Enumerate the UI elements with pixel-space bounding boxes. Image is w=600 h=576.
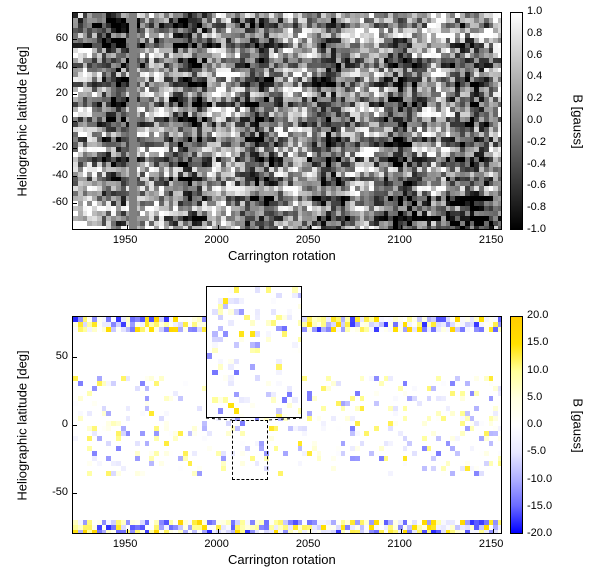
cbar-tick: 5.0 [527, 391, 542, 403]
top-ytick: 40 [56, 60, 68, 72]
cbar-tick: -0.2 [527, 136, 546, 148]
top-ytick: -20 [52, 141, 68, 153]
cbar-tick: 10.0 [527, 364, 548, 376]
cbar-tick: 0.8 [527, 27, 542, 39]
cbar-tick: -0.6 [527, 179, 546, 191]
cbar-tick: 15.0 [527, 336, 548, 348]
bot-xtick: 2100 [387, 538, 411, 550]
cbar-tick: -0.8 [527, 201, 546, 213]
cbar-tick: -5.0 [527, 445, 546, 457]
cbar-tick: 0.6 [527, 49, 542, 61]
cbar-tick: 1.0 [527, 5, 542, 17]
top-xtick: 2050 [296, 234, 320, 246]
cbar-tick: 0.4 [527, 70, 542, 82]
bot-xtick: 1950 [113, 538, 137, 550]
top-ytick: -60 [52, 196, 68, 208]
top-cbar-label: B [gauss] [571, 82, 586, 162]
top-y-label: Heliographic latitude [deg] [15, 42, 30, 202]
top-ytick: 0 [62, 114, 68, 126]
bot-ytick: 0 [62, 418, 68, 430]
top-xtick: 1950 [113, 234, 137, 246]
cbar-tick: 20.0 [527, 309, 548, 321]
zoom-inset [206, 286, 302, 418]
cbar-tick: 0.2 [527, 92, 542, 104]
bot-xtick: 2000 [204, 538, 228, 550]
top-xtick: 2000 [204, 234, 228, 246]
cbar-tick: 0.0 [527, 114, 542, 126]
top-xtick: 2100 [387, 234, 411, 246]
top-ytick: 60 [56, 32, 68, 44]
top-ytick: 20 [56, 87, 68, 99]
zoom-source-box [232, 420, 268, 480]
top-ytick: -40 [52, 169, 68, 181]
top-xtick: 2150 [479, 234, 503, 246]
bottom-cbar-label: B [gauss] [571, 386, 586, 466]
cbar-tick: -10.0 [527, 473, 552, 485]
cbar-tick: -0.4 [527, 158, 546, 170]
bot-xtick: 2050 [296, 538, 320, 550]
bottom-x-label: Carrington rotation [228, 552, 336, 567]
cbar-tick: 0.0 [527, 418, 542, 430]
bottom-y-label: Heliographic latitude [deg] [15, 346, 30, 506]
cbar-tick: -15.0 [527, 500, 552, 512]
cbar-tick: -1.0 [527, 223, 546, 235]
cbar-tick: -20.0 [527, 527, 552, 539]
bot-ytick: 50 [56, 350, 68, 362]
top-heatmap-frame [72, 12, 502, 230]
bot-xtick: 2150 [479, 538, 503, 550]
top-colorbar [510, 12, 523, 230]
top-x-label: Carrington rotation [228, 248, 336, 263]
bottom-colorbar [510, 316, 523, 534]
bot-ytick: -50 [52, 486, 68, 498]
